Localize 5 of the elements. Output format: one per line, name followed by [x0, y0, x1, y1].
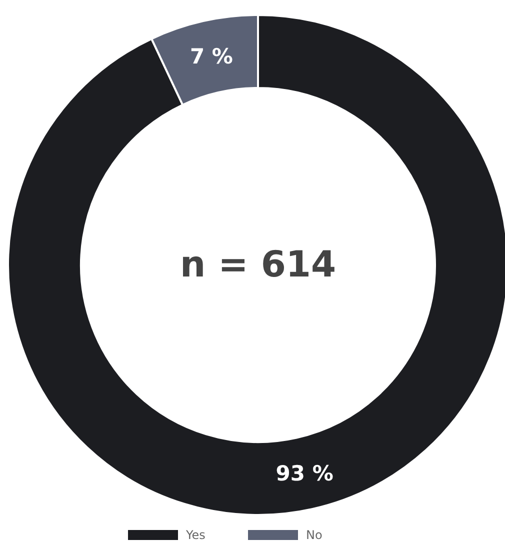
- legend-label: No: [306, 528, 322, 542]
- text: n = 614: [180, 244, 336, 286]
- data-label: 93 %: [276, 461, 334, 486]
- legend-label: Yes: [185, 528, 206, 542]
- data-label: 7 %: [190, 44, 233, 69]
